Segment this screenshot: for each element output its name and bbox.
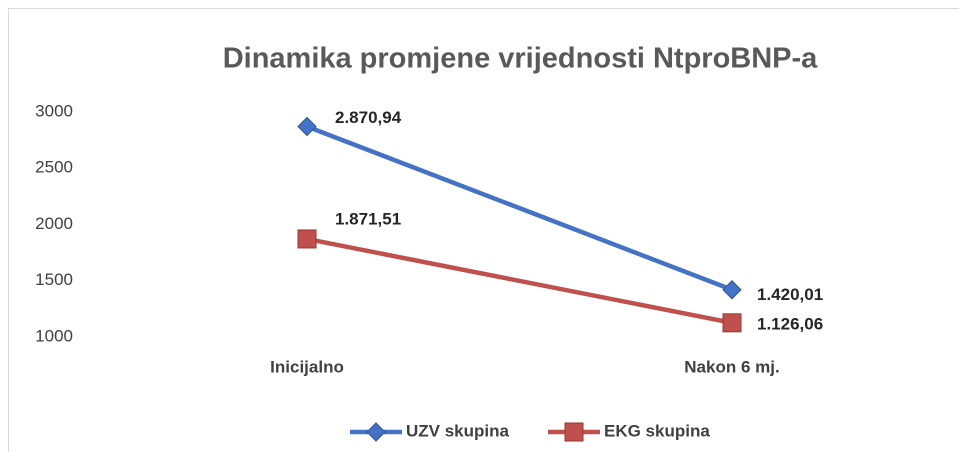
y-tick-label: 1500	[35, 270, 73, 289]
legend-marker	[564, 422, 584, 442]
y-tick-label: 2500	[35, 158, 73, 177]
value-label: 1.126,06	[757, 314, 823, 333]
series-line	[306, 236, 733, 326]
data-point	[297, 229, 317, 249]
y-tick-label: 3000	[35, 101, 73, 120]
data-point	[722, 280, 742, 300]
legend-label: EKG skupina	[604, 421, 710, 440]
value-label: 2.870,94	[335, 108, 402, 127]
x-tick-label: Inicijalno	[270, 357, 344, 376]
chart-title: Dinamika promjene vrijednosti NtproBNP-a	[223, 43, 818, 75]
chart-border	[8, 8, 959, 452]
legend-marker	[366, 422, 386, 442]
value-label: 1.871,51	[335, 209, 401, 228]
series-line	[306, 124, 733, 292]
y-tick-label: 1000	[35, 326, 73, 345]
y-tick-label: 2000	[35, 214, 73, 233]
data-point	[722, 313, 742, 333]
data-point	[297, 116, 317, 137]
legend-label: UZV skupina	[406, 421, 510, 440]
value-label: 1.420,01	[757, 285, 823, 304]
x-tick-label: Nakon 6 mj.	[684, 357, 779, 376]
